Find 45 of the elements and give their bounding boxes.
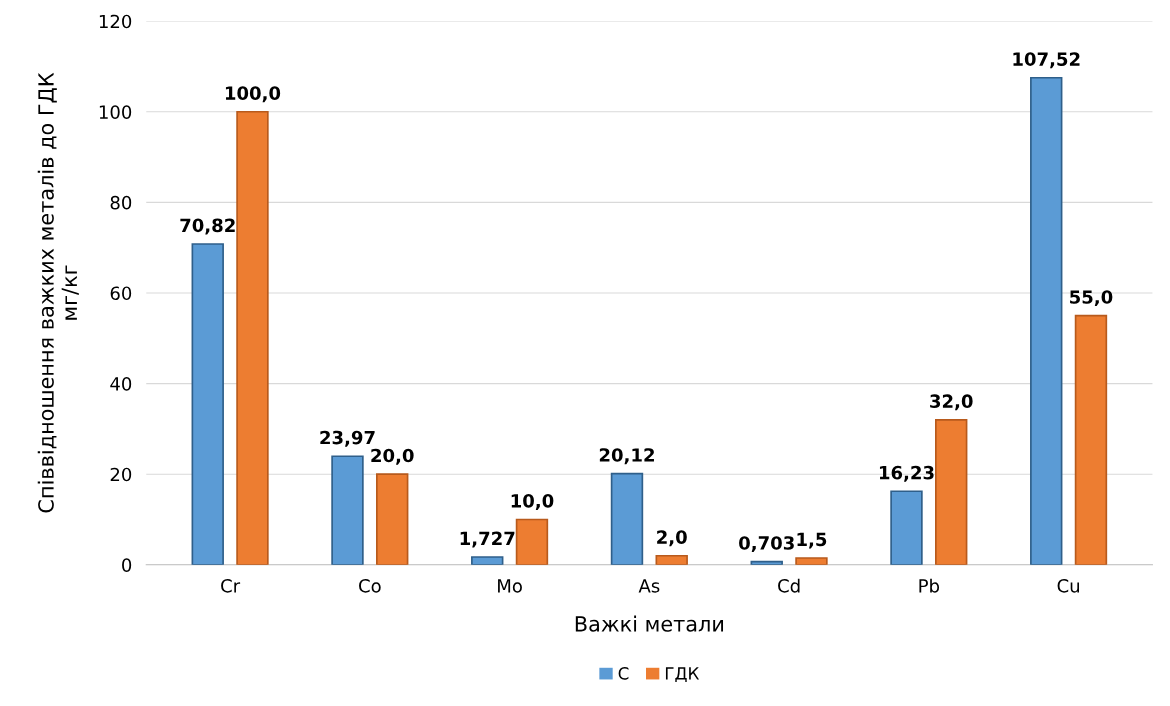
bar: [471, 556, 504, 565]
data-label: 70,82: [180, 218, 235, 235]
bar: [1074, 314, 1108, 565]
y-axis-title: Співвідношення важких металів до ГДК мг/кг: [37, 72, 79, 513]
data-label: 100,0: [225, 86, 281, 103]
data-label: 32,0: [930, 394, 973, 411]
bar: [376, 473, 409, 565]
data-label: 55,0: [1070, 290, 1113, 307]
bar: [890, 490, 923, 565]
y-tick-label: 80: [110, 195, 132, 210]
x-tick-label: Mo: [498, 579, 522, 593]
y-tick-label: 120: [99, 14, 132, 29]
y-tick-label: 60: [110, 286, 132, 301]
legend-label: ГДК: [665, 667, 700, 683]
legend-label: С: [618, 667, 629, 680]
data-label: 20,12: [599, 448, 654, 465]
bar: [191, 243, 224, 565]
data-label: 107,52: [1013, 52, 1080, 69]
bar: [935, 418, 968, 565]
x-tick-label: Cr: [221, 579, 241, 593]
bar: [655, 554, 688, 565]
y-tick-label: 0: [122, 558, 132, 572]
x-tick-label: Cd: [778, 578, 800, 593]
data-label: 1,5: [797, 532, 827, 549]
y-tick-label: 100: [99, 105, 132, 119]
bar: [515, 518, 549, 565]
x-tick-label: As: [638, 579, 660, 593]
bar: [795, 557, 828, 565]
data-label: 10,0: [511, 494, 554, 510]
data-label: 16,23: [879, 465, 934, 482]
bar: [1030, 76, 1063, 565]
bar: [610, 472, 644, 565]
data-label: 20,0: [371, 448, 414, 465]
y-tick-label: 20: [110, 467, 132, 482]
x-axis-title: Важкі метали: [575, 615, 724, 632]
bar: [236, 110, 269, 565]
data-label: 23,97: [320, 430, 375, 447]
data-label: 0,703: [739, 536, 794, 553]
x-tick-label: Co: [359, 579, 381, 593]
x-tick-label: Cu: [1057, 579, 1079, 593]
x-tick-label: Pb: [919, 578, 940, 593]
bar: [331, 455, 364, 565]
data-label: 1,727: [460, 531, 515, 548]
y-tick-label: 40: [110, 377, 132, 391]
data-label: 2,0: [657, 530, 687, 547]
